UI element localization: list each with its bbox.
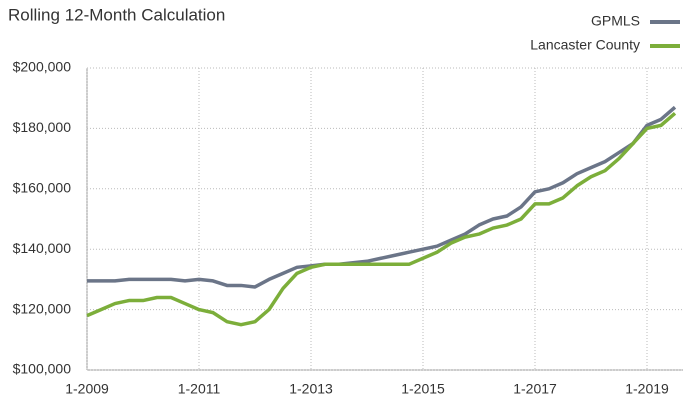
x-tick-label: 1-2009 xyxy=(65,381,109,397)
legend-label: Lancaster County xyxy=(530,37,640,53)
legend-label: GPMLS xyxy=(591,13,640,29)
series-line xyxy=(87,105,677,289)
x-tick-label: 1-2019 xyxy=(625,381,669,397)
series-line xyxy=(86,111,677,327)
y-tick-label: $140,000 xyxy=(13,240,72,256)
x-tick-label: 1-2015 xyxy=(401,381,445,397)
y-tick-label: $120,000 xyxy=(13,300,72,316)
y-tick-label: $160,000 xyxy=(13,180,72,196)
chart-title: Rolling 12-Month Calculation xyxy=(8,5,225,24)
y-tick-label: $200,000 xyxy=(13,59,72,75)
x-tick-label: 1-2017 xyxy=(513,381,557,397)
y-tick-label: $180,000 xyxy=(13,119,72,135)
x-tick-label: 1-2011 xyxy=(178,381,221,397)
y-tick-label: $100,000 xyxy=(13,361,72,377)
x-tick-label: 1-2013 xyxy=(289,381,333,397)
